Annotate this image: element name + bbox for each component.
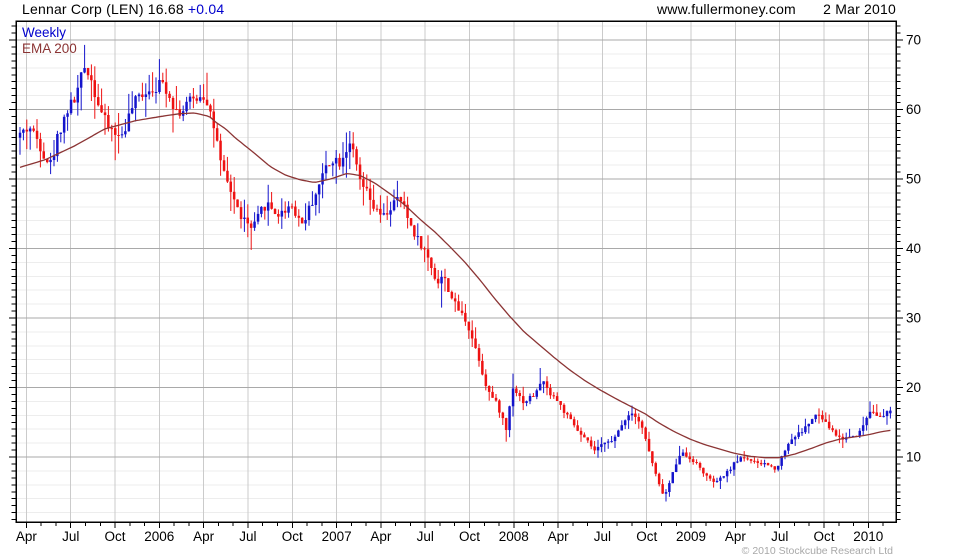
x-axis-label: 2009 — [676, 529, 706, 544]
y-axis-label: 30 — [906, 311, 921, 326]
timeframe-label: Weekly — [22, 25, 66, 40]
chart-title: Lennar Corp (LEN) 16.68 +0.04 — [22, 1, 224, 17]
x-axis-label: Jul — [594, 529, 611, 544]
x-axis-label: Jul — [417, 529, 434, 544]
x-axis-label: 2008 — [499, 529, 529, 544]
x-axis-label: Jul — [62, 529, 79, 544]
copyright-text: © 2010 Stockcube Research Ltd — [742, 545, 893, 557]
ema-legend-label: EMA 200 — [22, 41, 77, 56]
chart-title-change: +0.04 — [187, 1, 225, 17]
ema-line — [19, 112, 891, 459]
x-axis-label: Apr — [725, 529, 747, 544]
y-axis-label: 50 — [906, 172, 921, 187]
chart-title-main: Lennar Corp (LEN) 16.68 — [22, 1, 184, 17]
y-axis-label: 20 — [906, 380, 921, 395]
x-axis-label: 2010 — [853, 529, 883, 544]
y-axis-label: 40 — [906, 241, 921, 256]
x-axis-label: Oct — [282, 529, 303, 544]
x-axis-label: Jul — [771, 529, 788, 544]
site-url: www.fullermoney.com — [657, 1, 796, 17]
x-axis-label: Jul — [239, 529, 256, 544]
y-axis-label: 60 — [906, 102, 921, 117]
x-axis-label: Oct — [104, 529, 125, 544]
x-axis-label: Oct — [459, 529, 480, 544]
candlestick-series — [18, 44, 892, 502]
x-axis-label: Oct — [813, 529, 834, 544]
x-axis-label: Apr — [193, 529, 215, 544]
x-axis-label: Apr — [548, 529, 570, 544]
plot-frame — [15, 20, 897, 523]
x-axis-label: Oct — [636, 529, 657, 544]
x-axis-label: 2006 — [144, 529, 174, 544]
x-axis-label: Apr — [16, 529, 38, 544]
x-axis-label: Apr — [370, 529, 392, 544]
y-axis-label: 10 — [906, 450, 921, 465]
chart-date: 2 Mar 2010 — [823, 1, 896, 17]
x-axis-label: 2007 — [322, 529, 352, 544]
y-axis-label: 70 — [906, 33, 921, 48]
